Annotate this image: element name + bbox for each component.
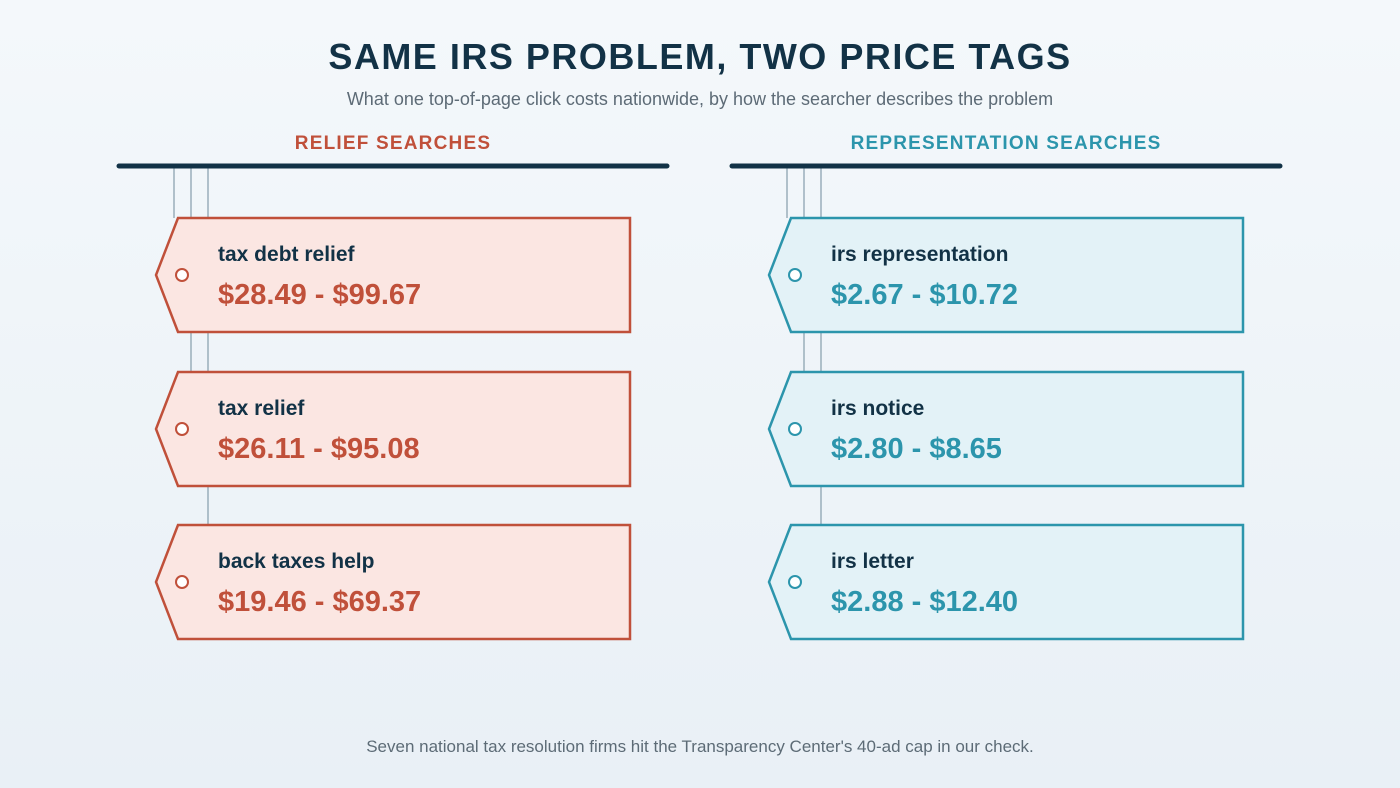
relief-price-tag (154, 523, 632, 641)
tag-price-range: $28.49 - $99.67 (218, 279, 422, 311)
tag-hole-icon (788, 575, 802, 589)
tag-price-range: $19.46 - $69.37 (218, 586, 422, 618)
tag-search-term: back taxes help (218, 550, 375, 573)
tag-search-term: irs notice (831, 397, 925, 420)
tag-hole-icon (175, 422, 189, 436)
representation-price-tag (767, 216, 1245, 334)
tag-hole-icon (175, 268, 189, 282)
tag-price-range: $26.11 - $95.08 (218, 433, 420, 465)
tag-search-term: irs representation (831, 243, 1009, 266)
relief-price-tag (154, 216, 632, 334)
tag-search-term: tax debt relief (218, 243, 355, 266)
tag-price-range: $2.80 - $8.65 (831, 433, 1002, 465)
relief-column-heading: RELIEF SEARCHES (294, 133, 492, 154)
tag-search-term: tax relief (218, 397, 305, 420)
tag-search-term: irs letter (831, 550, 914, 573)
relief-price-tag (154, 370, 632, 488)
page-title: SAME IRS PROBLEM, TWO PRICE TAGS (328, 36, 1072, 77)
representation-price-tag (767, 370, 1245, 488)
tag-price-range: $2.88 - $12.40 (831, 586, 1019, 618)
representation-price-tag (767, 523, 1245, 641)
tag-hole-icon (175, 575, 189, 589)
footer-note: Seven national tax resolution firms hit … (366, 737, 1034, 756)
representation-column-heading: REPRESENTATION SEARCHES (850, 133, 1162, 154)
tag-hole-icon (788, 422, 802, 436)
tag-hole-icon (788, 268, 802, 282)
page-subtitle: What one top-of-page click costs nationw… (346, 89, 1054, 109)
tag-price-range: $2.67 - $10.72 (831, 279, 1019, 311)
